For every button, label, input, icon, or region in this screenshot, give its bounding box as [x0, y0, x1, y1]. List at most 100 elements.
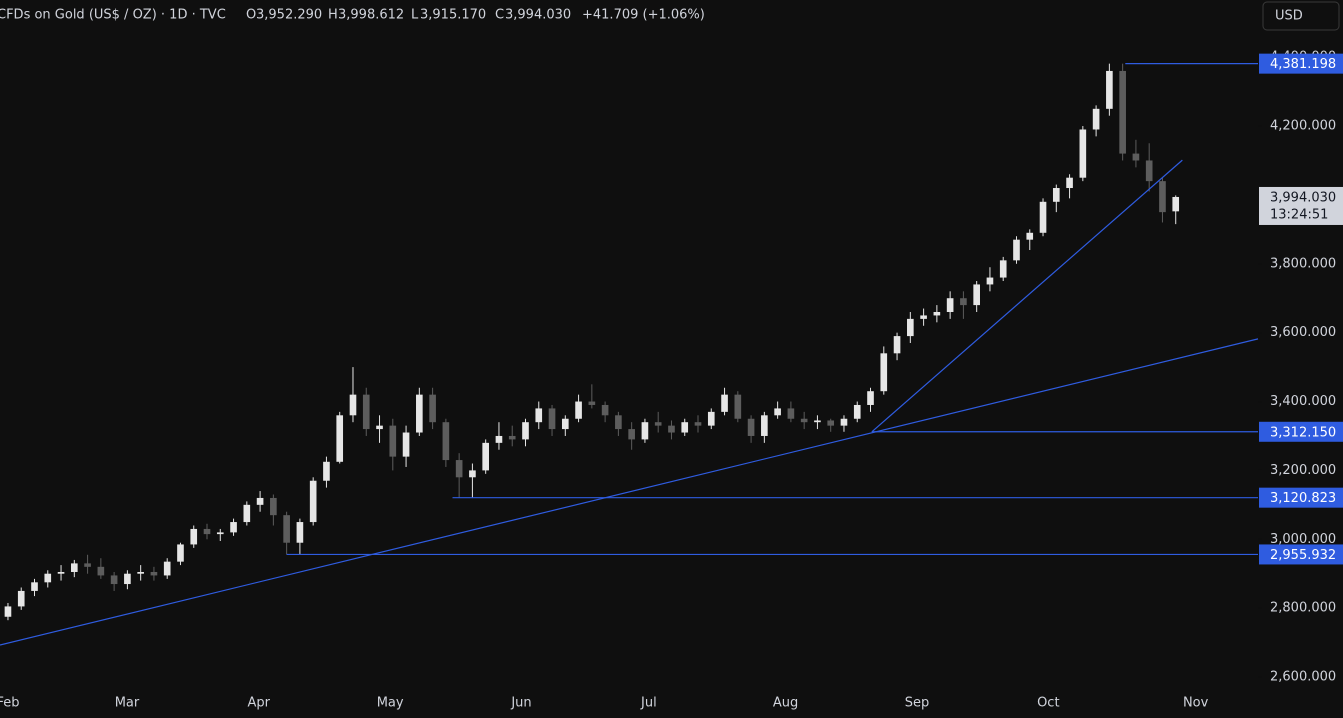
candle-body: [840, 418, 848, 426]
countdown: 13:24:51: [1270, 207, 1328, 222]
y-tick-label: 3,200.000: [1270, 463, 1336, 478]
candle-body: [601, 404, 609, 416]
currency[interactable]: USD: [1275, 9, 1303, 24]
y-tick-label: 3,600.000: [1270, 325, 1336, 340]
symbol: CFDs on Gold (US$ / OZ) · 1D · TVC: [0, 8, 226, 23]
candle-body: [960, 298, 967, 306]
open-label: O: [246, 8, 256, 23]
candle-body: [668, 425, 675, 433]
candle-body: [84, 563, 91, 567]
candle-body: [535, 408, 543, 423]
x-tick-label: Apr: [248, 696, 271, 711]
candle-body: [1026, 232, 1034, 240]
candle-body: [973, 284, 980, 306]
candle-body: [349, 394, 357, 416]
candle-body: [1013, 239, 1020, 261]
candle-body: [946, 298, 954, 312]
header: CFDs on Gold (US$ / OZ) · 1D · TVC O 3,9…: [0, 1, 1340, 31]
candle-body: [243, 504, 251, 523]
y-tick-label: 3,000.000: [1270, 532, 1336, 547]
candle-body: [721, 394, 728, 412]
high-label: H: [328, 8, 338, 23]
candle-body: [163, 561, 171, 576]
candle-body: [455, 460, 463, 478]
change: +41.709 (+1.06%): [582, 8, 705, 23]
plot: [0, 63, 1259, 646]
high-value: 3,998.612: [338, 8, 404, 23]
candle-body: [57, 571, 65, 574]
last-price-label: 3,994.030: [1270, 190, 1336, 205]
candle-body: [389, 425, 397, 457]
x-tick-label: Aug: [773, 696, 798, 711]
candle-body: [508, 435, 516, 440]
x-tick-label: Oct: [1037, 696, 1059, 711]
candle-body: [442, 422, 450, 461]
candle-body: [482, 442, 490, 471]
candle-body: [70, 563, 78, 572]
level-label-box: [1259, 544, 1343, 565]
x-tick-label: Feb: [0, 696, 19, 711]
candle-body: [336, 415, 344, 462]
y-tick-label: 2,600.000: [1270, 670, 1336, 685]
candle-body: [575, 401, 582, 419]
candle-body: [203, 528, 211, 535]
candle-body: [787, 408, 795, 419]
candle-body: [734, 394, 742, 419]
candle-body: [31, 582, 38, 591]
candle-body: [97, 566, 105, 576]
candle-body: [986, 277, 994, 285]
candle-body: [376, 425, 383, 430]
candle-body: [429, 394, 436, 423]
currency-button[interactable]: [1262, 1, 1340, 31]
candle-body: [190, 528, 198, 545]
level-label-box: [1259, 53, 1343, 74]
y-tick-label: 2,800.000: [1270, 601, 1336, 616]
candle-body: [1172, 196, 1180, 212]
level-label-box: [1259, 421, 1343, 442]
candle-body: [124, 573, 131, 585]
candle-body: [137, 571, 144, 574]
last-price-box: [1259, 186, 1343, 225]
candle-body: [283, 515, 290, 543]
candle-body: [309, 480, 317, 523]
y-tick-label: 3,800.000: [1270, 256, 1336, 271]
candle-body: [615, 415, 622, 430]
candle-body: [323, 461, 330, 481]
candle-body: [907, 318, 914, 337]
candle-body: [999, 260, 1007, 278]
candle-body: [707, 411, 715, 426]
y-tick-label: 3,400.000: [1270, 394, 1336, 409]
candle-body: [230, 522, 237, 533]
candle-body: [256, 497, 264, 505]
candle-body: [548, 408, 556, 430]
x-tick-label: Mar: [115, 696, 140, 711]
candle-body: [561, 418, 569, 430]
candle-body: [880, 353, 888, 392]
candle-body: [1066, 177, 1073, 189]
x-tick-label: Sep: [905, 696, 930, 711]
candle-body: [893, 336, 901, 354]
candle-body: [814, 420, 821, 423]
candle-body: [1106, 70, 1113, 109]
candle-body: [867, 391, 874, 405]
candle-body: [933, 311, 941, 316]
candle-body: [641, 422, 649, 440]
level-label: 4,381.198: [1270, 57, 1336, 72]
candle-body: [1079, 129, 1087, 178]
candle-body: [628, 429, 635, 440]
x-tick-label: Nov: [1183, 696, 1209, 711]
candle-body: [110, 575, 118, 585]
candle-body: [177, 544, 184, 562]
level-label: 2,955.932: [1270, 548, 1336, 563]
candle-body: [588, 401, 596, 405]
candle-body: [216, 532, 224, 535]
close-value: 3,994.030: [505, 8, 571, 23]
x-tick-label: Jun: [510, 696, 531, 711]
candle-body: [402, 432, 410, 457]
low-value: 3,915.170: [420, 8, 486, 23]
close-label: C: [495, 8, 504, 23]
candle-body: [1092, 108, 1100, 130]
